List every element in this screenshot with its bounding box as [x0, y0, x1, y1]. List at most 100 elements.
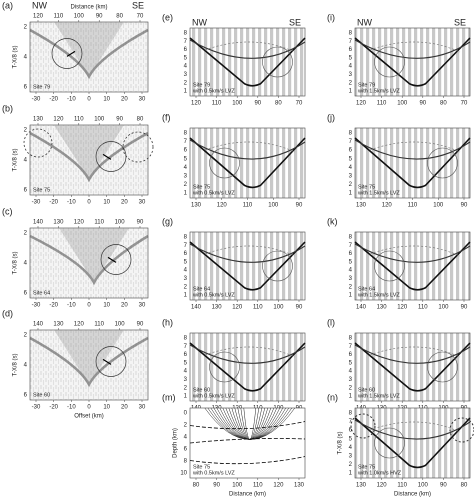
tick-label: 110 [94, 322, 104, 328]
tick-label: 90 [213, 483, 220, 489]
tick-label: 3 [349, 453, 353, 459]
tick-label: 8 [349, 336, 353, 342]
tick-label: 30 [139, 97, 146, 103]
dashed-circle [350, 413, 376, 439]
panel-label: (m) [162, 392, 176, 402]
tick-label: 120 [232, 305, 243, 311]
tick-label: 110 [253, 305, 263, 311]
site-label: with 1.5km/s LVZ [357, 393, 400, 399]
panel-label: (f) [162, 112, 171, 122]
site-label: with 1.5km/s LVZ [357, 190, 400, 196]
tick-label: 100 [115, 220, 126, 226]
tick-label: 8 [184, 235, 188, 241]
ray [204, 407, 296, 440]
site-label: with 0.5km/s LVZ [192, 190, 235, 196]
highlight-circle [209, 351, 240, 383]
panel-label: (c) [2, 206, 13, 216]
tick-label: 7 [184, 344, 188, 350]
travel-time-curve [354, 37, 471, 87]
wedge [54, 22, 124, 77]
tick-label: 80 [275, 101, 282, 107]
site-label: with 1.5km/s LVZ [357, 292, 400, 298]
reflection-curve [189, 344, 306, 364]
tick-label: 6 [184, 352, 188, 358]
tick-label: 4 [184, 369, 188, 375]
tick-label: 20 [121, 97, 128, 103]
site-label: with 1.5km/s LVZ [357, 88, 400, 94]
panel-label: (i) [327, 12, 335, 22]
tick-label: 6 [184, 47, 188, 53]
highlight-circle [100, 244, 132, 275]
tick-label: -10 [67, 200, 76, 206]
panel: (b) 130 120 110 100 90 80 -30 -20 -10 0 10 20 30 2 4 6 T-… [2, 103, 154, 206]
tick-label: 6 [349, 428, 353, 434]
axis-title: Offset (km) [74, 414, 104, 420]
tick-label: 4 [24, 363, 28, 369]
tick-label: 90 [461, 203, 468, 209]
tick-label: 4 [184, 435, 188, 441]
panel: (n) 130 120 110 100 90 80 Distance (km) 8 7 6 5 4 3 2 1… [327, 392, 474, 498]
tick-label: 70 [461, 101, 468, 107]
tick-label: 130 [356, 203, 367, 209]
dashed-curve [204, 346, 296, 358]
panel-label: (a) [2, 0, 13, 10]
tick-label: 6 [184, 251, 188, 257]
axis-title: T-X/8 (s) [13, 45, 19, 68]
dashed-curve [369, 41, 461, 53]
site-label: Site 79 [33, 84, 50, 90]
site-label: Site 75 [358, 184, 375, 190]
site-label: with 0.5km/s LVZ [192, 393, 235, 399]
dashed-circle [449, 417, 474, 443]
tick-label: 0 [87, 97, 91, 103]
tick-label: 80 [116, 14, 123, 20]
reflection-curve [354, 139, 471, 160]
tick-label: 90 [254, 101, 261, 107]
tick-label: 8 [184, 131, 188, 137]
tick-label: 8 [184, 336, 188, 342]
tick-label: -30 [32, 303, 41, 309]
tick-label: 5 [349, 436, 353, 442]
tick-label: 6 [24, 291, 28, 297]
tick-label: 1 [349, 191, 353, 197]
site-label: with 0.5km/s LVZ [192, 470, 235, 476]
tick-label: 6 [349, 251, 353, 257]
panel-label: (h) [162, 317, 173, 327]
tick-label: 2 [184, 385, 188, 391]
tick-label: 6 [24, 85, 28, 91]
seismic-section [29, 21, 149, 93]
tick-label: 3 [184, 377, 188, 383]
axis-title: Distance (km) [70, 5, 107, 11]
tick-label: 110 [94, 220, 104, 226]
tick-label: 120 [397, 305, 408, 311]
tick-label: 110 [243, 203, 253, 209]
tick-label: 4 [24, 158, 28, 164]
tick-label: 4 [184, 268, 188, 274]
tick-label: 1 [349, 293, 353, 299]
tick-label: 3 [349, 173, 353, 179]
site-label: Site 79 [193, 82, 210, 88]
panel-label: (e) [162, 12, 173, 22]
tick-label: 8 [349, 235, 353, 241]
axis-title: T-X/8 (s) [13, 148, 19, 171]
tick-label: 0 [87, 303, 91, 309]
tick-label: -30 [32, 97, 41, 103]
seismic-section [29, 227, 149, 299]
site-label: with 1.0km/s HVZ [357, 470, 402, 476]
tick-label: 5 [349, 55, 353, 61]
tick-label: 8 [349, 411, 353, 417]
panel: (i) NW SE 120 110 100 90 80 70 8 7 6 5 4 3 2 1 Site 79wit… [327, 12, 471, 107]
tick-label: 110 [74, 117, 84, 123]
arrow [102, 358, 112, 365]
panel-label: (l) [327, 317, 335, 327]
tick-label: -20 [49, 97, 58, 103]
tick-label: 140 [191, 305, 202, 311]
tick-label: 3 [184, 276, 188, 282]
dashed-curve [369, 421, 461, 433]
site-label: Site 64 [358, 286, 375, 292]
travel-time-curve [189, 37, 306, 87]
tick-label: 4 [184, 64, 188, 70]
tick-label: 10 [103, 303, 110, 309]
first-arrival [29, 234, 149, 286]
